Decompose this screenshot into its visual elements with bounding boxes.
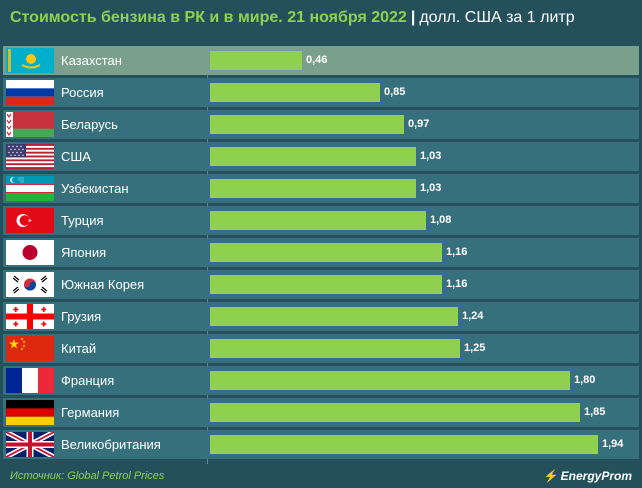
category-label: Россия [61, 85, 104, 100]
category-label: Южная Корея [61, 277, 145, 292]
value-label: 1,16 [446, 278, 468, 290]
value-label: 0,97 [408, 118, 430, 130]
bar [210, 147, 416, 166]
bar [210, 243, 442, 262]
value-label: 1,03 [420, 150, 442, 162]
value-label: 1,03 [420, 182, 442, 194]
japan-flag [6, 240, 54, 265]
logo-text: EnergyProm [560, 469, 632, 483]
bar [210, 307, 458, 326]
category-label: США [61, 149, 91, 164]
kazakhstan-flag [6, 48, 54, 73]
bar [210, 51, 302, 70]
chart-row: Беларусь [3, 110, 639, 139]
value-label: 1,25 [464, 342, 486, 354]
footer: Источник: Global Petrol Prices ⚡ EnergyPr… [0, 464, 642, 488]
turkey-flag [6, 208, 54, 233]
value-label: 0,46 [306, 54, 328, 66]
bar [210, 403, 580, 422]
category-label: Великобритания [61, 437, 161, 452]
category-label: Грузия [61, 309, 102, 324]
value-label: 1,08 [430, 214, 452, 226]
germany-flag [6, 400, 54, 425]
title-separator: | [410, 9, 416, 26]
bar [210, 371, 570, 390]
category-label: Япония [61, 245, 107, 260]
bar [210, 339, 460, 358]
russia-flag [6, 80, 54, 105]
bar [210, 211, 426, 230]
category-label: Казахстан [61, 53, 122, 68]
source-note: Источник: Global Petrol Prices [10, 470, 165, 482]
bar-chart: Казахстан 0,46 Россия 0,85 Беларусь 0,97 США 1,… [0, 46, 642, 464]
china-flag [6, 336, 54, 361]
south-korea-flag [6, 272, 54, 297]
category-label: Китай [61, 341, 97, 356]
title-main: Стоимость бензина в РК и в мире. 21 нояб… [10, 9, 407, 26]
chart-row: Казахстан [3, 46, 639, 75]
belarus-flag [6, 112, 54, 137]
value-label: 0,85 [384, 86, 406, 98]
usa-flag [6, 144, 54, 169]
category-label: Германия [61, 405, 120, 420]
category-label: Узбекистан [61, 181, 129, 196]
value-label: 1,80 [574, 374, 596, 386]
bar [210, 275, 442, 294]
energyprom-logo: ⚡ EnergyProm [544, 469, 632, 483]
france-flag [6, 368, 54, 393]
value-label: 1,24 [462, 310, 484, 322]
title-unit: долл. США за 1 литр [419, 9, 575, 26]
value-label: 1,94 [602, 438, 624, 450]
chart-title: Стоимость бензина в РК и в мире. 21 нояб… [10, 9, 635, 27]
bar [210, 435, 598, 454]
uk-flag [6, 432, 54, 457]
value-label: 1,16 [446, 246, 468, 258]
uzbekistan-flag [6, 176, 54, 201]
bar [210, 83, 380, 102]
bar [210, 115, 404, 134]
category-label: Беларусь [61, 117, 118, 132]
lightning-icon: ⚡ [543, 469, 559, 483]
category-label: Франция [61, 373, 115, 388]
value-label: 1,85 [584, 406, 606, 418]
category-label: Турция [61, 213, 104, 228]
georgia-flag [6, 304, 54, 329]
bar [210, 179, 416, 198]
chart-row: Германия [3, 398, 639, 427]
